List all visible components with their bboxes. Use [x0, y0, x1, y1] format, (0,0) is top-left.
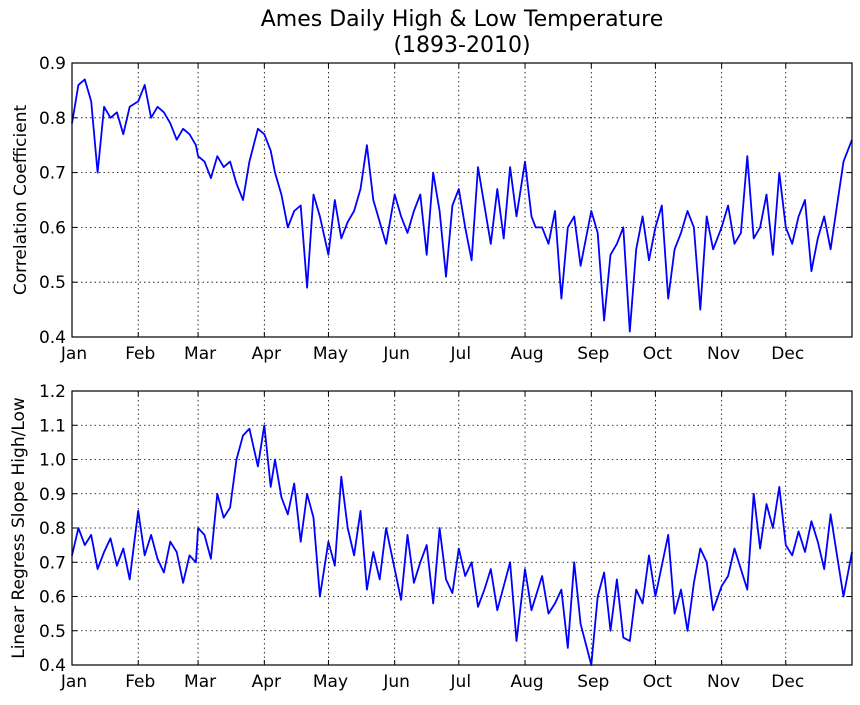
x-tick-label: Mar	[184, 344, 216, 364]
data-series-line	[71, 424, 853, 666]
axes-frame	[71, 62, 853, 338]
y-tick-label: 0.8	[39, 109, 66, 129]
y-tick-label: 0.6	[39, 218, 66, 238]
x-tick-label: Apr	[252, 344, 281, 364]
y-tick-label: 0.8	[39, 519, 66, 539]
y-axis-label: Correlation Coefficient	[11, 105, 31, 296]
x-tick-label: Apr	[252, 672, 281, 692]
y-tick-label: 0.9	[39, 485, 66, 505]
axes-frame	[71, 390, 853, 666]
y-tick-label: 1.1	[39, 416, 66, 436]
x-tick-label: Sep	[577, 344, 609, 364]
x-tick-label: Aug	[510, 344, 543, 364]
x-tick-label: May	[313, 344, 348, 364]
x-tick-label: May	[313, 672, 348, 692]
y-tick-label: 0.7	[39, 553, 66, 573]
y-tick-label: 0.4	[39, 328, 66, 348]
y-tick-label: 0.5	[39, 273, 66, 293]
x-tick-label: Jul	[450, 344, 472, 364]
y-tick-label: 0.6	[39, 588, 66, 608]
data-series-line	[71, 78, 853, 333]
x-tick-label: Dec	[771, 672, 804, 692]
y-axis-label: Linear Regress Slope High/Low	[9, 397, 29, 659]
chart-subtitle: (1893-2010)	[393, 33, 530, 58]
regression-slope-plot: 0.4 0.5 0.6 0.7 0.8 0.9 1.0 1.1 1.2 Jan Feb Mar Apr M…	[9, 382, 853, 692]
x-tick-label: Oct	[643, 672, 673, 692]
x-tick-label: Feb	[125, 344, 155, 364]
x-tick-label: Jun	[382, 344, 410, 364]
x-tick-label: Jan	[60, 672, 87, 692]
y-tick-label: 0.5	[39, 622, 66, 642]
x-tick-label: Aug	[510, 672, 543, 692]
x-tick-label: Oct	[643, 344, 673, 364]
y-tick-label: 0.4	[39, 656, 66, 676]
x-tick-label: Mar	[184, 672, 216, 692]
x-tick-label: Jun	[382, 672, 410, 692]
x-tick-label: Nov	[707, 672, 740, 692]
correlation-plot: 0.4 0.5 0.6 0.7 0.8 0.9 Jan Feb Mar Apr May Jun Jul A…	[11, 54, 853, 364]
y-tick-label: 1.2	[39, 382, 66, 402]
x-tick-label: Jul	[450, 672, 472, 692]
x-tick-label: Jan	[60, 344, 87, 364]
x-tick-label: Feb	[125, 672, 155, 692]
y-tick-label: 1.0	[39, 451, 66, 471]
x-tick-label: Dec	[771, 344, 804, 364]
y-tick-label: 0.7	[39, 164, 66, 184]
x-tick-label: Nov	[707, 344, 740, 364]
x-tick-label: Sep	[577, 672, 609, 692]
chart-title: Ames Daily High & Low Temperature	[261, 7, 664, 32]
y-tick-label: 0.9	[39, 54, 66, 74]
